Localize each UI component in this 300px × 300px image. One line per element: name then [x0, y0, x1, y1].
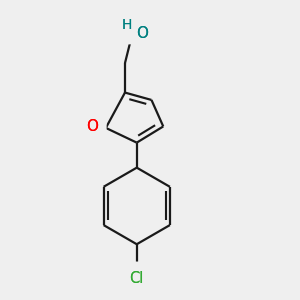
Text: O: O [92, 119, 105, 137]
Text: O: O [86, 119, 98, 134]
Text: Cl: Cl [130, 271, 144, 286]
Text: Cl: Cl [130, 271, 144, 286]
Text: H: H [122, 18, 132, 32]
Text: O: O [136, 26, 148, 41]
Text: O: O [86, 119, 98, 134]
Text: HO: HO [124, 25, 149, 43]
Text: Cl: Cl [129, 263, 145, 281]
Text: O: O [136, 26, 148, 41]
Text: H: H [122, 18, 132, 32]
